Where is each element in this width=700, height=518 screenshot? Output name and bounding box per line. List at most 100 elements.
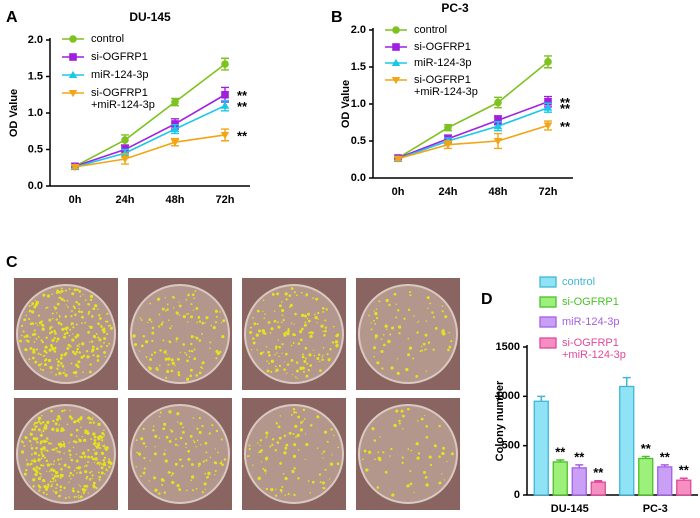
- colony: [260, 449, 264, 452]
- colony: [81, 322, 83, 325]
- colony: [161, 321, 164, 324]
- colony: [78, 289, 82, 293]
- chart-title: DU-145: [129, 10, 171, 24]
- colony: [26, 462, 30, 466]
- colony: [324, 319, 327, 322]
- colony: [57, 360, 61, 364]
- colony: [215, 349, 219, 353]
- colony: [87, 303, 91, 306]
- colony: [45, 307, 48, 310]
- colony: [281, 301, 283, 303]
- colony: [45, 440, 48, 443]
- legend-marker: [391, 58, 401, 67]
- colony: [270, 327, 274, 331]
- colony: [288, 306, 291, 308]
- data-point: [543, 103, 553, 111]
- colony: [79, 456, 81, 458]
- colony: [61, 409, 64, 413]
- colony: [311, 480, 315, 484]
- colony: [299, 366, 303, 371]
- colony: [78, 308, 80, 310]
- colony: [198, 339, 202, 342]
- data-point: [544, 97, 552, 106]
- colony: [331, 341, 335, 344]
- colony: [84, 321, 87, 324]
- colony: [75, 375, 78, 377]
- colony: [292, 454, 297, 459]
- colony: [441, 310, 444, 313]
- colony: [290, 287, 294, 290]
- y-axis-label: Colony number: [494, 380, 506, 461]
- colony: [64, 497, 67, 500]
- colony: [277, 325, 281, 329]
- colony: [92, 483, 95, 487]
- colony: [55, 428, 58, 430]
- colony: [438, 482, 441, 485]
- plate: [358, 404, 458, 504]
- colony: [89, 418, 92, 420]
- colony: [89, 298, 93, 301]
- colony: [58, 424, 61, 426]
- bar: [676, 479, 692, 496]
- colony: [100, 325, 103, 328]
- colony: [97, 336, 100, 339]
- colony: [102, 459, 106, 462]
- x-tick-label: 72h: [539, 186, 558, 198]
- colony: [267, 350, 271, 354]
- colony: [60, 354, 63, 357]
- colony: [322, 346, 325, 349]
- colony: [152, 425, 155, 428]
- colony: [171, 361, 175, 365]
- colony: [271, 292, 275, 296]
- colony: [172, 307, 175, 309]
- colony: [302, 420, 304, 422]
- colony: [307, 480, 310, 482]
- colony: [178, 488, 182, 491]
- legend-label: miR-124-3p: [562, 316, 620, 328]
- colony: [46, 306, 49, 309]
- colony: [434, 327, 438, 330]
- plate-photo: [128, 278, 232, 390]
- colony: [262, 351, 265, 354]
- colony: [158, 313, 161, 316]
- colony: [67, 306, 69, 308]
- colony: [73, 469, 76, 472]
- colony: [140, 437, 144, 441]
- colony: [43, 325, 45, 327]
- y-tick-label: 0: [514, 489, 520, 501]
- colony: [139, 317, 142, 319]
- y-tick-label: 1.5: [351, 61, 366, 73]
- colony: [33, 332, 37, 336]
- plate: [130, 284, 230, 384]
- colony: [393, 292, 397, 296]
- data-point: [171, 98, 179, 106]
- colony: [40, 431, 43, 433]
- colony: [73, 288, 77, 292]
- colony: [65, 304, 67, 306]
- colony: [425, 425, 429, 428]
- colony: [190, 475, 195, 479]
- colony: [293, 467, 296, 470]
- legend-swatch: [539, 316, 557, 328]
- colony: [145, 445, 147, 448]
- colony: [28, 309, 32, 313]
- colony: [335, 344, 338, 348]
- chart-title: PC-3: [441, 1, 469, 15]
- colony: [66, 329, 68, 331]
- colony: [197, 316, 201, 320]
- colony: [219, 311, 221, 313]
- colony: [77, 418, 80, 421]
- colony: [195, 336, 199, 340]
- colony: [268, 362, 270, 365]
- colony: [29, 432, 33, 436]
- colony: [301, 355, 305, 359]
- colony: [368, 314, 370, 317]
- colony: [187, 312, 190, 315]
- colony: [312, 297, 314, 300]
- colony: [170, 474, 173, 477]
- colony: [303, 314, 307, 318]
- colony: [71, 309, 73, 312]
- colony: [47, 358, 52, 363]
- y-tick-label: 2.0: [351, 24, 366, 36]
- colony: [304, 321, 307, 324]
